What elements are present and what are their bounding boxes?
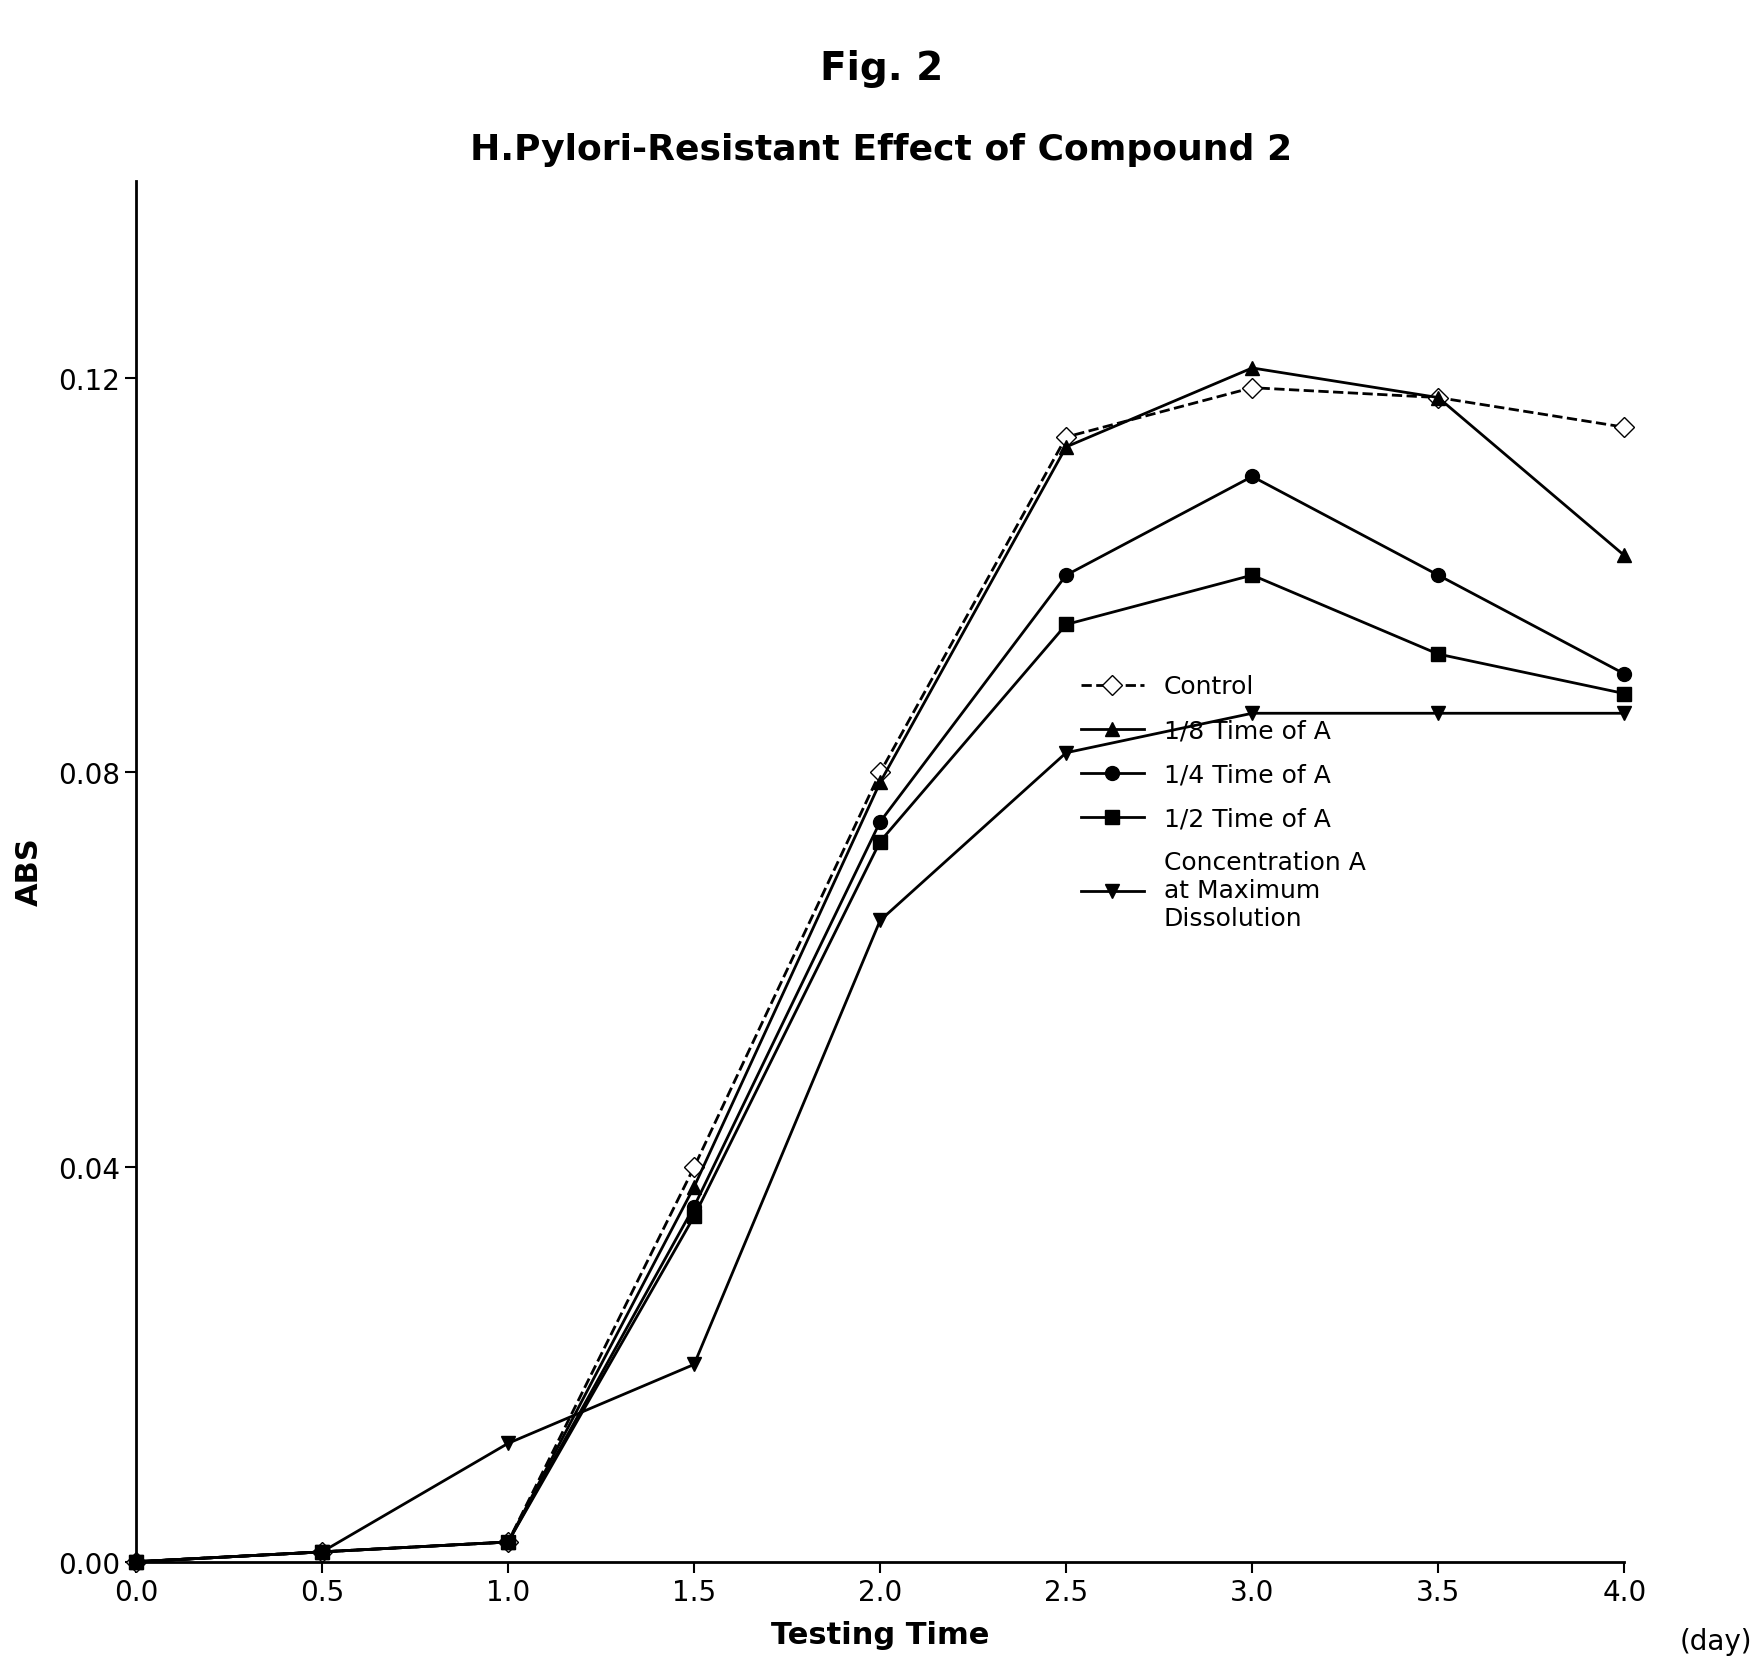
- 1/4 Time of A: [869, 812, 890, 832]
- X-axis label: Testing Time: Testing Time: [770, 1619, 989, 1649]
- 1/8 Time of A: [1613, 546, 1634, 566]
- Concentration A
at Maximum
Dissolution: [1613, 704, 1634, 724]
- 1/4 Time of A: [312, 1543, 333, 1562]
- 1/8 Time of A: [497, 1533, 518, 1553]
- 1/4 Time of A: [125, 1553, 146, 1572]
- Concentration A
at Maximum
Dissolution: [497, 1433, 518, 1453]
- 1/4 Time of A: [497, 1533, 518, 1553]
- Text: H.Pylori-Resistant Effect of Compound 2: H.Pylori-Resistant Effect of Compound 2: [471, 133, 1292, 166]
- Concentration A
at Maximum
Dissolution: [684, 1354, 705, 1374]
- 1/8 Time of A: [869, 772, 890, 792]
- 1/2 Time of A: [312, 1543, 333, 1562]
- Text: (day): (day): [1680, 1627, 1752, 1654]
- Control: [125, 1553, 146, 1572]
- Control: [312, 1543, 333, 1562]
- 1/2 Time of A: [1056, 616, 1077, 636]
- 1/4 Time of A: [1428, 566, 1449, 586]
- Line: 1/8 Time of A: 1/8 Time of A: [129, 361, 1631, 1569]
- 1/4 Time of A: [1613, 664, 1634, 684]
- Control: [1056, 428, 1077, 448]
- Concentration A
at Maximum
Dissolution: [869, 910, 890, 930]
- 1/8 Time of A: [1056, 438, 1077, 458]
- Text: Fig. 2: Fig. 2: [820, 50, 943, 88]
- Legend: Control, 1/8 Time of A, 1/4 Time of A, 1/2 Time of A, Concentration A
at Maximum: Control, 1/8 Time of A, 1/4 Time of A, 1…: [1072, 666, 1375, 940]
- 1/4 Time of A: [684, 1196, 705, 1216]
- Concentration A
at Maximum
Dissolution: [125, 1553, 146, 1572]
- 1/2 Time of A: [1613, 684, 1634, 704]
- 1/2 Time of A: [1428, 644, 1449, 664]
- Concentration A
at Maximum
Dissolution: [1241, 704, 1262, 724]
- Line: 1/2 Time of A: 1/2 Time of A: [129, 569, 1631, 1569]
- Line: 1/4 Time of A: 1/4 Time of A: [129, 471, 1631, 1569]
- Control: [1613, 418, 1634, 438]
- 1/2 Time of A: [684, 1206, 705, 1226]
- 1/8 Time of A: [1241, 359, 1262, 379]
- Control: [1428, 388, 1449, 408]
- 1/8 Time of A: [684, 1176, 705, 1196]
- 1/8 Time of A: [312, 1543, 333, 1562]
- 1/2 Time of A: [869, 832, 890, 852]
- 1/4 Time of A: [1241, 468, 1262, 488]
- Concentration A
at Maximum
Dissolution: [1056, 744, 1077, 764]
- Concentration A
at Maximum
Dissolution: [312, 1543, 333, 1562]
- Control: [684, 1158, 705, 1178]
- Control: [869, 764, 890, 784]
- 1/4 Time of A: [1056, 566, 1077, 586]
- 1/8 Time of A: [1428, 388, 1449, 408]
- 1/2 Time of A: [125, 1553, 146, 1572]
- Line: Control: Control: [129, 381, 1631, 1569]
- Concentration A
at Maximum
Dissolution: [1428, 704, 1449, 724]
- Y-axis label: ABS: ABS: [16, 837, 44, 905]
- Control: [497, 1533, 518, 1553]
- 1/2 Time of A: [1241, 566, 1262, 586]
- 1/2 Time of A: [497, 1533, 518, 1553]
- Line: Concentration A
at Maximum
Dissolution: Concentration A at Maximum Dissolution: [129, 707, 1631, 1569]
- Control: [1241, 378, 1262, 398]
- 1/8 Time of A: [125, 1553, 146, 1572]
